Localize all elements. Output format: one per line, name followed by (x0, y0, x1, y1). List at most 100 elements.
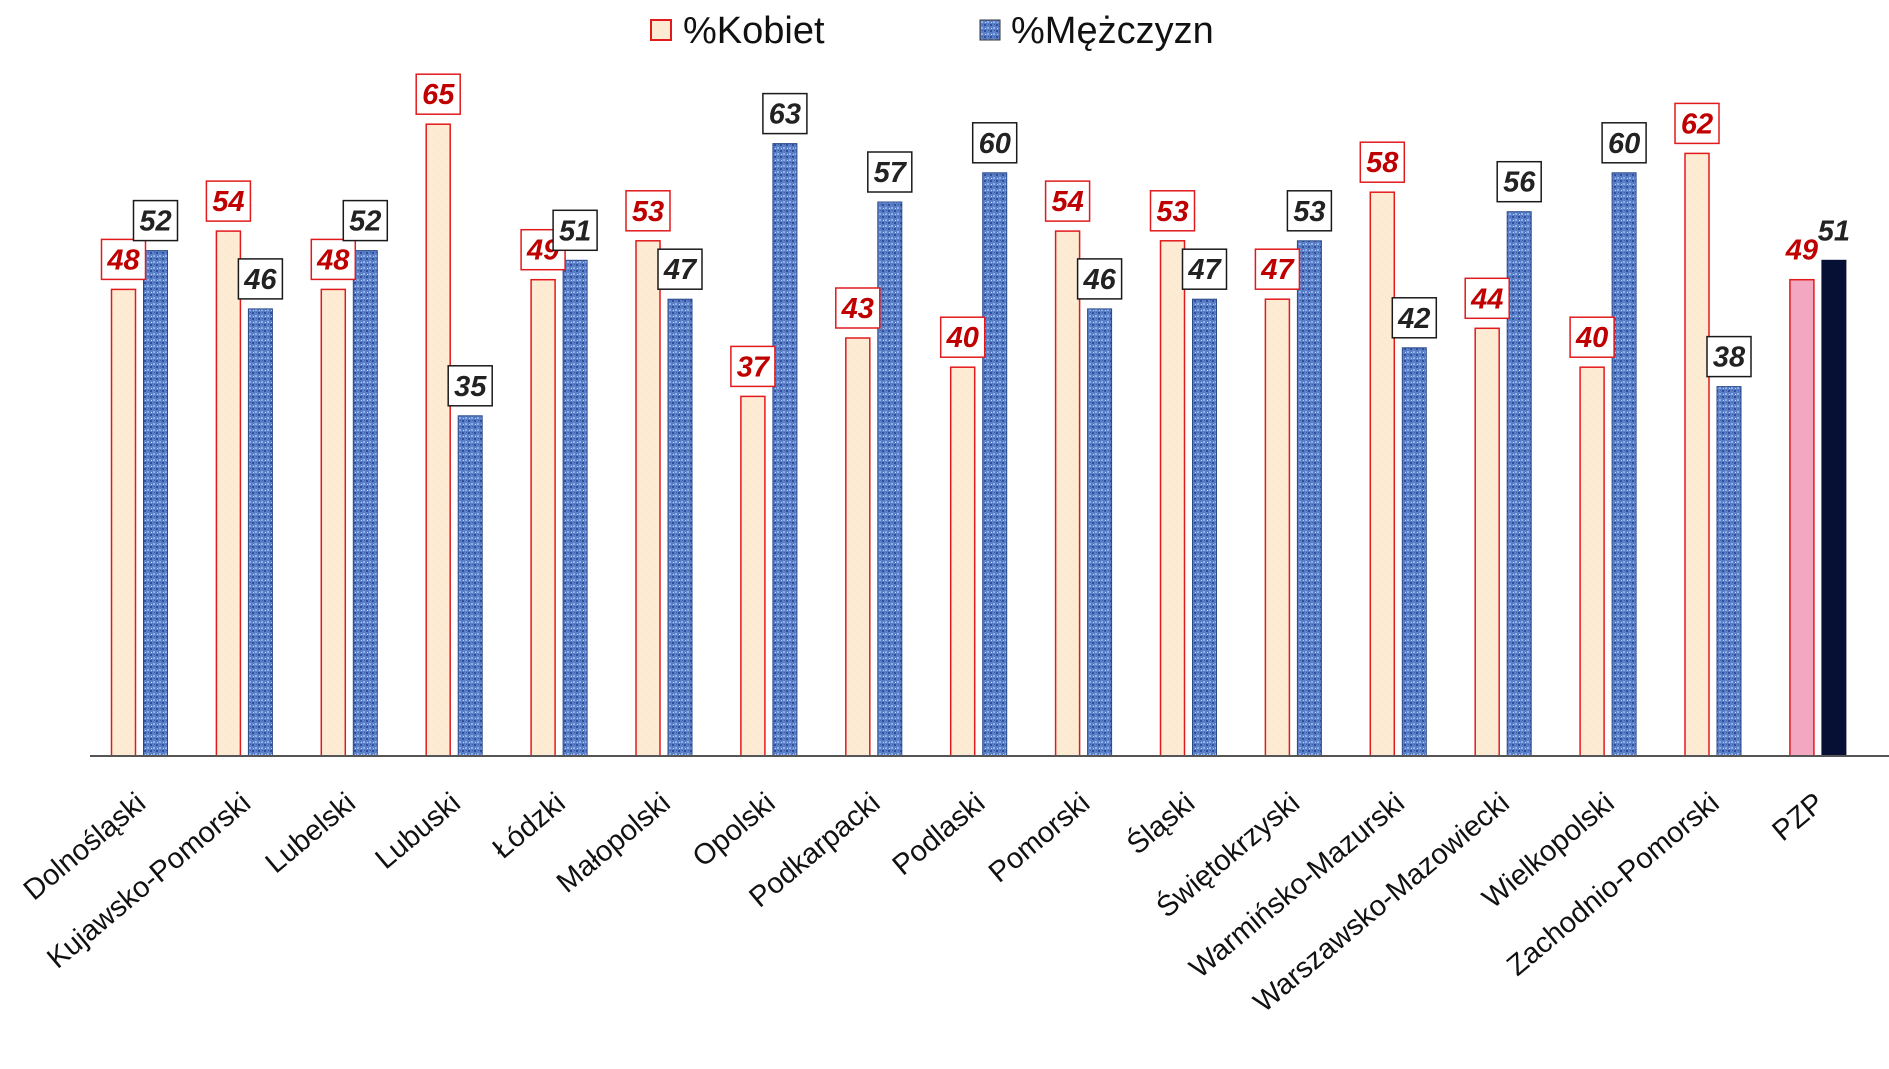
value-box-kobiet-8 (939, 316, 986, 358)
value-label-mezczyzn-10: 47 (1187, 254, 1222, 286)
bar-kobiet-1 (215, 230, 242, 757)
value-box-mezczyzn-1 (237, 258, 284, 300)
category-label-4: Łódzki (487, 787, 572, 865)
legend-swatch-mezczyzn (979, 19, 1001, 41)
value-box-mezczyzn-13 (1496, 160, 1542, 203)
value-label-mezczyzn-14: 60 (1608, 128, 1640, 160)
value-label-kobiet-3: 65 (422, 79, 455, 111)
value-label-mezczyzn-15: 38 (1713, 342, 1746, 374)
bars (110, 123, 1847, 757)
value-label-mezczyzn-0: 52 (139, 206, 171, 238)
bar-kobiet-8 (949, 366, 976, 757)
bar-kobiet-5 (635, 240, 661, 757)
bar-mezczyzn-14 (1611, 172, 1637, 757)
value-label-mezczyzn-11: 53 (1293, 196, 1325, 228)
value-label-mezczyzn-9: 46 (1082, 264, 1116, 296)
value-label-mezczyzn-13: 56 (1503, 167, 1536, 199)
category-label-2: Lubelski (260, 787, 362, 880)
category-label-10: Śląski (1120, 785, 1201, 861)
value-box-mezczyzn-0 (132, 199, 179, 242)
value-box-mezczyzn-8 (971, 122, 1018, 164)
value-box-kobiet-6 (730, 345, 776, 388)
legend-label-kobiet: %Kobiet (683, 10, 825, 52)
value-box-mezczyzn-12 (1391, 297, 1438, 339)
bar-kobiet-9 (1054, 230, 1081, 757)
bar-kobiet-0 (110, 288, 137, 757)
value-box-mezczyzn-11 (1286, 190, 1333, 232)
category-label-9: Pomorski (983, 787, 1096, 889)
value-label-kobiet-12: 58 (1366, 147, 1399, 179)
bar-kobiet-11 (1264, 298, 1291, 757)
category-label-16: PZP (1767, 787, 1831, 848)
category-label-6: Opolski (687, 787, 782, 874)
bar-mezczyzn-9 (1087, 308, 1113, 757)
value-label-mezczyzn-1: 46 (243, 264, 277, 296)
value-box-mezczyzn-3 (447, 365, 493, 407)
value-label-kobiet-6: 37 (737, 351, 771, 383)
bar-mezczyzn-10 (1192, 298, 1217, 757)
value-label-kobiet-11: 47 (1260, 254, 1295, 286)
value-label-kobiet-10: 53 (1156, 196, 1188, 228)
legend: %Kobiet %Mężczyzn (650, 10, 1214, 52)
value-box-mezczyzn-4 (552, 209, 598, 252)
bar-mezczyzn-7 (877, 201, 903, 757)
legend-swatch-kobiet (650, 19, 672, 41)
value-box-kobiet-7 (835, 287, 881, 329)
bar-kobiet-12 (1369, 191, 1396, 757)
value-box-kobiet-2 (310, 238, 357, 281)
legend-label-mezczyzn: %Mężczyzn (1011, 10, 1214, 52)
value-label-kobiet-13: 44 (1470, 283, 1503, 315)
value-label-kobiet-9: 54 (1051, 186, 1083, 218)
value-box-kobiet-5 (625, 190, 671, 232)
value-label-mezczyzn-16: 51 (1818, 215, 1850, 247)
bar-mezczyzn-15 (1716, 386, 1742, 757)
value-label-kobiet-15: 62 (1681, 108, 1713, 140)
bar-mezczyzn-1 (247, 308, 273, 757)
value-label-kobiet-2: 48 (316, 244, 350, 276)
value-label-mezczyzn-7: 57 (874, 157, 908, 189)
value-box-mezczyzn-10 (1181, 248, 1228, 290)
value-box-mezczyzn-7 (867, 151, 913, 193)
value-box-mezczyzn-5 (657, 248, 703, 290)
value-box-kobiet-1 (205, 180, 252, 222)
bar-mezczyzn-5 (667, 298, 693, 757)
bar-mezczyzn-3 (457, 415, 483, 757)
bar-mezczyzn-16 (1821, 259, 1847, 757)
bar-mezczyzn-11 (1296, 240, 1322, 757)
value-label-mezczyzn-3: 35 (454, 371, 487, 403)
value-label-mezczyzn-2: 52 (349, 206, 381, 238)
category-label-3: Lubuski (370, 787, 467, 876)
value-box-mezczyzn-15 (1706, 335, 1752, 378)
value-label-mezczyzn-5: 47 (663, 254, 698, 286)
value-box-kobiet-3 (415, 73, 461, 115)
value-box-kobiet-9 (1044, 180, 1091, 222)
value-label-kobiet-7: 43 (841, 293, 874, 325)
category-label-1: Kujawsko-Pomorski (41, 787, 257, 975)
bar-mezczyzn-6 (772, 143, 798, 757)
bar-kobiet-4 (530, 278, 556, 757)
category-label-8: Podlaski (887, 787, 992, 882)
value-label-mezczyzn-4: 51 (559, 215, 591, 247)
value-label-mezczyzn-8: 60 (979, 128, 1011, 160)
value-box-mezczyzn-6 (762, 92, 808, 135)
bar-mezczyzn-13 (1506, 211, 1532, 757)
bar-kobiet-6 (740, 395, 766, 757)
value-label-kobiet-1: 54 (212, 186, 244, 218)
value-label-kobiet-16: 49 (1785, 235, 1818, 267)
value-label-kobiet-14: 40 (1575, 322, 1608, 354)
bar-kobiet-15 (1684, 152, 1710, 757)
value-box-mezczyzn-14 (1601, 122, 1647, 164)
bar-kobiet-16 (1789, 278, 1815, 757)
value-label-kobiet-0: 48 (106, 244, 140, 276)
bar-kobiet-3 (425, 123, 451, 757)
value-box-kobiet-10 (1149, 190, 1196, 232)
value-label-kobiet-8: 40 (946, 322, 979, 354)
value-box-kobiet-15 (1674, 102, 1720, 145)
bar-kobiet-13 (1474, 327, 1500, 757)
value-box-kobiet-0 (100, 238, 147, 281)
bar-mezczyzn-0 (143, 250, 168, 757)
value-box-kobiet-12 (1359, 141, 1406, 183)
value-box-kobiet-13 (1464, 277, 1510, 320)
